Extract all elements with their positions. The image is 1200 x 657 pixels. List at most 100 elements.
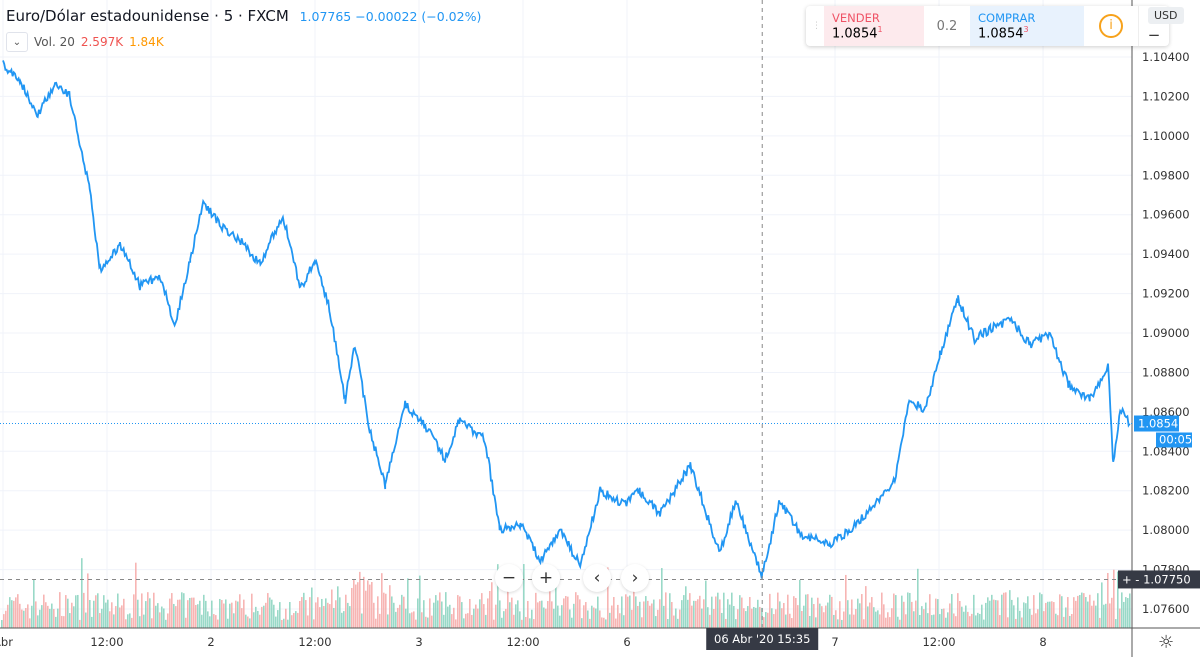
volume-bar [597,596,599,628]
volume-bar [695,600,697,628]
volume-bar [1129,593,1131,628]
volume-bar [961,606,963,628]
volume-bar [913,611,915,628]
zoom-out-button[interactable]: − [495,564,523,592]
volume-bar [995,600,997,628]
volume-bar [883,604,885,628]
volume-bar [997,600,999,628]
volume-bar [647,600,649,628]
volume-bar [963,611,965,628]
volume-bar [925,602,927,628]
volume-bar [823,612,825,628]
volume-bar [745,611,747,628]
volume-bar [679,609,681,628]
volume-bar [479,599,481,628]
volume-bar [955,616,957,628]
volume-bar [829,594,831,628]
volume-bar [349,606,351,628]
volume-bar [957,593,959,628]
currency-badge[interactable]: USD [1148,7,1184,24]
zoom-in-button[interactable]: + [532,564,560,592]
x-tick-label: 12:00 [922,635,955,649]
volume-bar [677,618,679,628]
volume-bar [259,614,261,628]
volume-bar [731,592,733,628]
volume-bar [223,603,225,628]
info-button[interactable]: i [1084,6,1138,46]
volume-bar [1019,610,1021,628]
volume-bar [839,601,841,628]
volume-bar [103,595,105,628]
volume-bar [231,602,233,628]
volume-bar [959,600,961,628]
volume-bar [539,601,541,628]
volume-bar [267,593,269,628]
volume-bar [25,608,27,628]
volume-bar [453,607,455,628]
volume-bar [55,616,57,628]
volume-bar [859,603,861,628]
countdown-badge [1156,432,1192,448]
scroll-left-button[interactable]: ‹ [583,564,611,592]
volume-bar [739,595,741,628]
volume-bar [39,609,41,628]
sell-button[interactable]: VENDER 1.08541 [824,6,924,46]
volume-bar [953,613,955,628]
x-tick-label: Abr [0,635,13,649]
volume-bar [1051,601,1053,628]
volume-bar [547,601,549,628]
volume-bar [221,599,223,628]
volume-bar [355,584,357,628]
volume-bar [127,614,129,628]
volume-bar [339,597,341,628]
y-tick-label: 1.07600 [1142,602,1190,616]
volume-bar [475,604,477,628]
volume-bar [575,592,577,628]
volume-bar [557,605,559,628]
volume-bar [303,592,305,628]
volume-ma: 1.84K [129,35,164,49]
volume-bar [281,619,283,628]
scroll-right-button[interactable]: › [621,564,649,592]
volume-bar [507,579,509,628]
volume-bar [125,619,127,628]
volume-bar [181,592,183,628]
volume-bar [69,613,71,628]
volume-bar [149,598,151,628]
volume-bar [951,594,953,628]
volume-bar [717,592,719,628]
volume-bar [563,598,565,628]
volume-bar [367,580,369,628]
volume-bar [799,579,801,628]
volume-bar [517,600,519,628]
volume-bar [719,599,721,628]
volume-bar [523,564,525,628]
y-tick-label: 1.10000 [1142,129,1190,143]
volume-bar [537,602,539,628]
drag-handle-icon[interactable]: ⋮⋮ [812,21,830,31]
volume-bar [167,613,169,628]
volume-bar [887,612,889,628]
buy-button[interactable]: COMPRAR 1.08543 [970,6,1084,46]
decrease-button[interactable]: − [1147,26,1161,44]
settings-gear-icon[interactable]: ☼ [1158,632,1175,653]
y-tick-label: 1.10200 [1142,89,1190,103]
volume-bar [783,602,785,628]
volume-bar [43,594,45,628]
volume-bar [771,608,773,628]
volume-bar [407,578,409,628]
volume-bar [579,599,581,628]
volume-bar [27,604,29,628]
volume-bar [57,608,59,628]
volume-bar [861,594,863,628]
volume-bar [1059,594,1061,628]
volume-bar [559,615,561,628]
volume-bar [973,594,975,628]
volume-bar [549,591,551,628]
volume-bar [945,617,947,628]
volume-bar [533,619,535,628]
volume-bar [911,601,913,628]
collapse-legend-button[interactable]: ⌄ [6,32,28,52]
